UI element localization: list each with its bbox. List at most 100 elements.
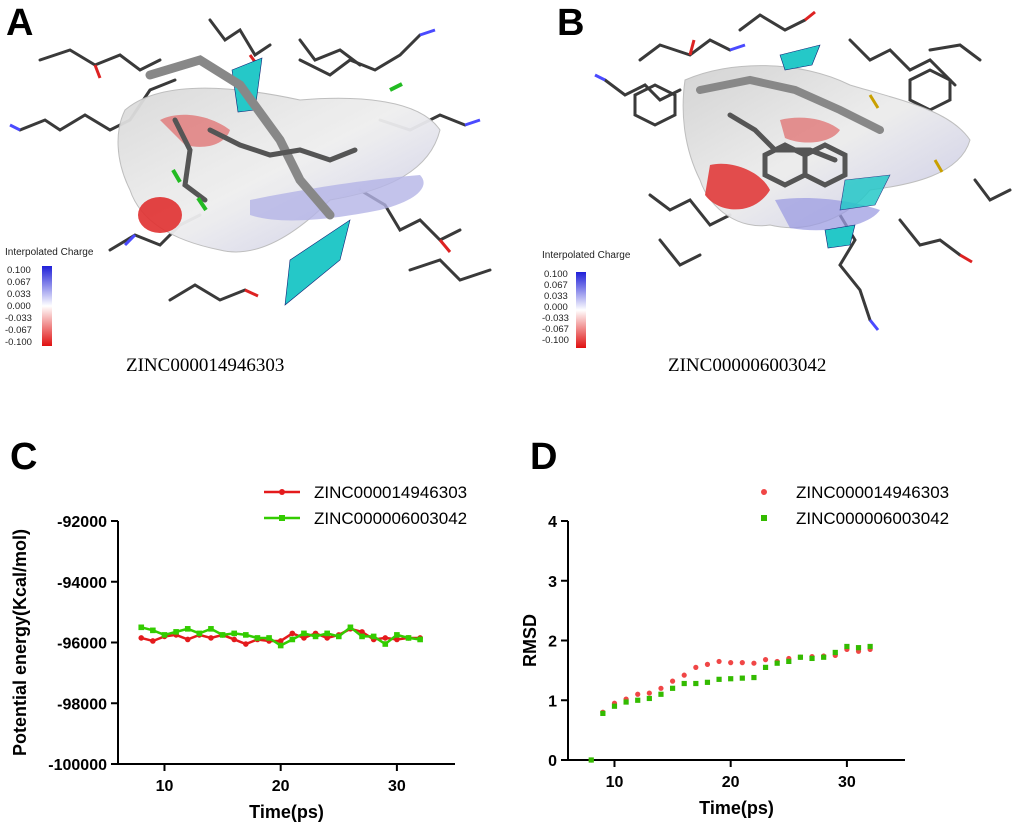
data-point (669, 678, 676, 684)
series-1 (588, 646, 873, 763)
data-point (184, 636, 191, 643)
colorbar-b-tick: 0.000 (544, 302, 568, 313)
y-tick-label: -94000 (57, 575, 107, 592)
data-point (751, 660, 757, 666)
y-tick-label: 2 (548, 634, 557, 651)
molecule-render-a (0, 0, 510, 395)
legend-label: ZINC000014946303 (796, 483, 949, 502)
colorbar-a-svg: Interpolated Charge 0.100 0.067 0.033 0.… (5, 247, 94, 348)
x-axis-title: Time(ps) (699, 798, 774, 818)
data-point (693, 680, 699, 687)
data-point (382, 635, 389, 641)
data-point (243, 632, 249, 638)
data-point (751, 674, 757, 681)
data-point (681, 672, 687, 678)
data-point (161, 632, 168, 638)
legend-marker (761, 489, 767, 495)
data-point (138, 624, 145, 631)
data-point (646, 690, 652, 696)
data-point (312, 633, 319, 640)
data-point (774, 660, 780, 666)
data-point (669, 685, 676, 691)
data-point (693, 664, 699, 670)
colorbar-b-title: Interpolated Charge (542, 250, 631, 261)
data-point (301, 630, 307, 637)
data-point (739, 660, 745, 666)
y-axis-title: Potential energy(Kcal/mol) (10, 529, 30, 756)
data-point (301, 635, 307, 641)
data-point (254, 635, 261, 641)
data-point (739, 675, 745, 681)
data-point (635, 691, 641, 697)
data-point (347, 624, 354, 631)
data-point (382, 641, 389, 647)
caption-a: ZINC000014946303 (126, 355, 285, 376)
colorbar-b-tick: -0.067 (542, 324, 569, 335)
legend-label: ZINC000014946303 (314, 483, 467, 502)
data-point (658, 691, 664, 697)
colorbar-a-tick: 0.067 (7, 277, 31, 288)
data-point (231, 636, 238, 643)
legend-label: ZINC000006003042 (314, 509, 467, 528)
data-point (867, 643, 873, 650)
legend-label: ZINC000006003042 (796, 509, 949, 528)
legend: ZINC000014946303 ZINC000006003042 (264, 483, 467, 528)
data-point (231, 630, 238, 637)
colorbar-b-tick: -0.033 (542, 313, 569, 324)
colorbar-a-tick: 0.033 (7, 289, 31, 300)
molecule-render-b (580, 0, 1020, 345)
y-tick-label: 4 (548, 514, 557, 531)
colorbar-a-tick: -0.100 (5, 337, 32, 348)
y-axis-title: RMSD (520, 614, 540, 667)
x-tick-label: 30 (388, 778, 406, 795)
data-point (150, 627, 156, 634)
y-tick-label: -100000 (48, 757, 107, 774)
colorbar-a-tick: 0.100 (7, 265, 31, 276)
data-point (728, 676, 734, 682)
y-tick-label: -98000 (57, 696, 107, 713)
data-point (600, 710, 606, 716)
colorbar-b-tick: 0.033 (544, 291, 568, 302)
data-point (635, 697, 641, 703)
colorbar-a-tick: -0.067 (5, 325, 32, 336)
data-point (658, 685, 664, 691)
series-2 (138, 624, 423, 649)
caption-b: ZINC000006003042 (668, 355, 827, 376)
data-point (266, 635, 272, 641)
colorbar-b-gradient (576, 272, 586, 348)
y-tick-label: 0 (548, 753, 557, 770)
data-point (208, 626, 214, 632)
x-axis-title: Time(ps) (249, 802, 324, 822)
data-point (208, 635, 214, 641)
legend: ZINC000014946303 ZINC000006003042 (761, 483, 949, 528)
colorbar-b-svg: Interpolated Charge 0.100 0.067 0.033 0.… (542, 250, 631, 348)
colorbar-b-tick: 0.067 (544, 280, 568, 291)
x-tick-label: 10 (156, 778, 174, 795)
panel-letter-a: A (6, 2, 34, 44)
molecule-illustration-b (594, 10, 1012, 331)
y-tick-label: -96000 (57, 636, 107, 653)
data-point (646, 695, 652, 702)
colorbar-a-tick: -0.033 (5, 313, 32, 324)
data-point (289, 636, 296, 643)
y-tick-label: 1 (548, 693, 557, 710)
data-point (704, 661, 711, 667)
x-tick-label: 20 (272, 778, 290, 795)
data-point (138, 635, 145, 641)
y-tick-label: -92000 (57, 514, 107, 531)
data-point (797, 654, 804, 660)
x-tick-label: 30 (838, 774, 856, 791)
colorbar-b: Interpolated Charge 0.100 0.067 0.033 0.… (542, 248, 652, 357)
y-tick-label: 3 (548, 574, 557, 591)
data-point (324, 630, 330, 637)
data-point (728, 660, 734, 666)
colorbar-a-title: Interpolated Charge (5, 247, 94, 258)
data-point (844, 643, 850, 650)
data-point (716, 658, 722, 665)
data-point (623, 699, 629, 705)
data-point (359, 629, 365, 635)
data-point (716, 676, 722, 682)
data-point (611, 703, 618, 709)
data-point (277, 638, 284, 644)
